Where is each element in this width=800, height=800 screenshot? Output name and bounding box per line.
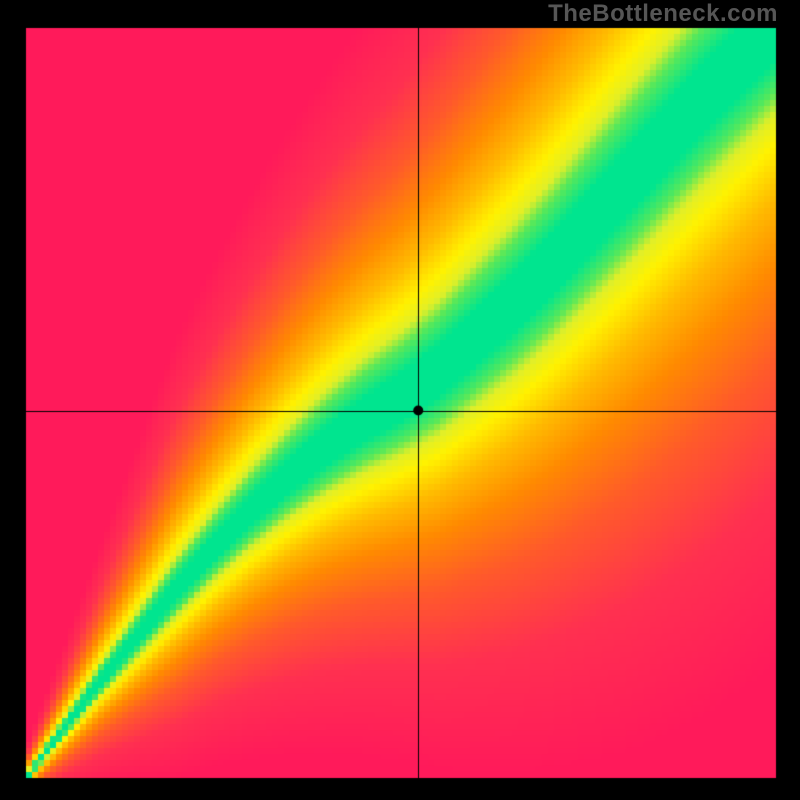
watermark-text: TheBottleneck.com (548, 0, 778, 28)
chart-container: TheBottleneck.com (0, 0, 800, 800)
heatmap-canvas (0, 0, 800, 800)
